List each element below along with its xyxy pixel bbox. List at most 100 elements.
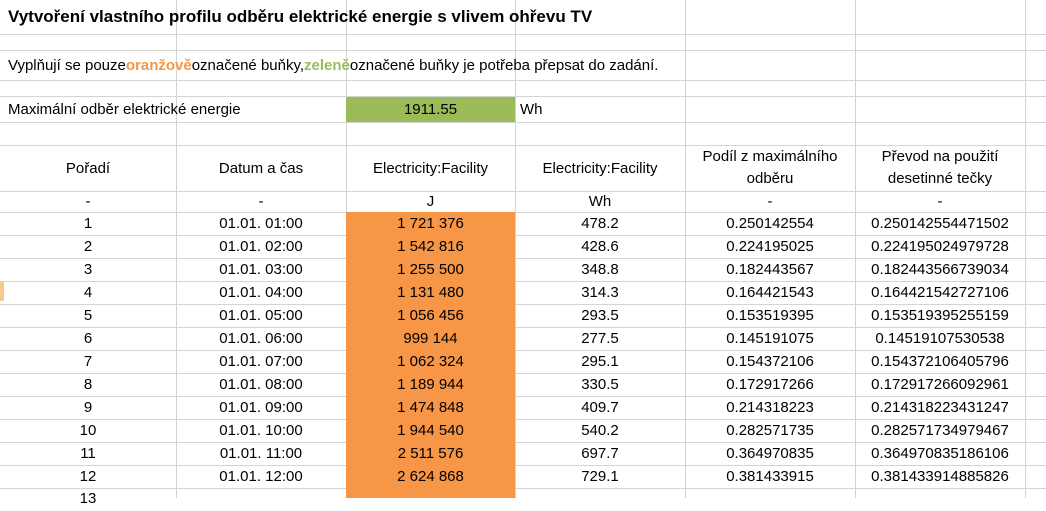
cell-poradi[interactable]: 11	[80, 445, 96, 462]
cell-electricity-wh[interactable]: 478.2	[581, 215, 619, 232]
cell-electricity-j[interactable]: 1 944 540	[397, 422, 464, 439]
cell-poradi[interactable]: 3	[83, 261, 93, 278]
cell-podil[interactable]: 0.172917266	[726, 376, 814, 393]
cell-prevod[interactable]: 0.224195024979728	[871, 238, 1009, 255]
instructions-part-1: Vyplňují se pouze	[8, 56, 126, 74]
cell-electricity-j[interactable]: 1 474 848	[397, 399, 464, 416]
unit-poradi[interactable]: -	[85, 193, 91, 210]
max-consumption-value-cell[interactable]: 1911.55	[346, 97, 515, 122]
cell-electricity-wh[interactable]: 330.5	[581, 376, 619, 393]
cell-poradi[interactable]: 10	[79, 422, 97, 439]
cell-electricity-j[interactable]: 2 624 868	[397, 468, 464, 485]
cell-datum-cas[interactable]: 01.01. 05:00	[219, 307, 303, 324]
grid-column-line	[515, 0, 516, 498]
unit-prevod[interactable]: -	[937, 193, 943, 210]
cell-prevod[interactable]: 0.154372106405796	[871, 353, 1009, 370]
cell-electricity-j[interactable]: 1 542 816	[397, 238, 464, 255]
header-podil[interactable]: Podíl z maximálního odběru	[702, 148, 838, 187]
header-prevod[interactable]: Převod na použití desetinné tečky	[881, 148, 999, 187]
max-consumption-label[interactable]: Maximální odběr elektrické energie	[8, 100, 241, 118]
cell-prevod[interactable]: 0.214318223431247	[871, 399, 1009, 416]
cell-datum-cas[interactable]: 01.01. 08:00	[219, 376, 303, 393]
grid-column-line	[685, 0, 686, 498]
cell-prevod[interactable]: 0.250142554471502	[871, 215, 1009, 232]
cell-datum-cas[interactable]: 01.01. 11:00	[219, 445, 303, 462]
cell-podil[interactable]: 0.381433915	[726, 468, 814, 485]
cell-podil[interactable]: 0.224195025	[726, 238, 814, 255]
unit-podil[interactable]: -	[767, 193, 773, 210]
cell-podil[interactable]: 0.153519395	[726, 307, 814, 324]
cell-podil[interactable]: 0.164421543	[726, 284, 814, 301]
cell-poradi[interactable]: 6	[83, 330, 93, 347]
cell-datum-cas[interactable]: 01.01. 12:00	[219, 468, 303, 485]
cell-prevod[interactable]: 0.172917266092961	[871, 376, 1009, 393]
cell-podil[interactable]: 0.364970835	[726, 445, 814, 462]
cell-datum-cas[interactable]: 01.01. 04:00	[219, 284, 303, 301]
cell-electricity-wh[interactable]: 293.5	[581, 307, 619, 324]
grid-row-line	[0, 442, 1046, 443]
header-datum-cas[interactable]: Datum a čas	[218, 159, 304, 177]
cell-electricity-j[interactable]: 1 189 944	[397, 376, 464, 393]
header-electricity-j[interactable]: Electricity:Facility	[372, 159, 488, 177]
cell-prevod[interactable]: 0.14519107530538	[875, 330, 1005, 347]
cell-electricity-j[interactable]: 999 144	[403, 330, 458, 347]
cell-electricity-j[interactable]: 1 255 500	[397, 261, 464, 278]
cell-podil[interactable]: 0.282571735	[726, 422, 814, 439]
cell-datum-cas[interactable]: 01.01. 09:00	[219, 399, 303, 416]
cell-electricity-wh[interactable]: 314.3	[581, 284, 619, 301]
unit-electricity-j[interactable]: J	[426, 193, 435, 210]
cell-prevod[interactable]: 0.182443566739034	[871, 261, 1009, 278]
cell-electricity-wh[interactable]: 348.8	[581, 261, 619, 278]
cell-prevod[interactable]: 0.282571734979467	[871, 422, 1009, 439]
cell-poradi[interactable]: 1	[83, 215, 93, 232]
cell-datum-cas[interactable]: 01.01. 03:00	[219, 261, 303, 278]
cell-electricity-j[interactable]: 1 062 324	[397, 353, 464, 370]
cell-datum-cas[interactable]: 01.01. 10:00	[219, 422, 303, 439]
partial-row-13[interactable]: 13	[79, 490, 97, 507]
cell-electricity-j[interactable]: 2 511 576	[397, 445, 464, 462]
cell-electricity-wh[interactable]: 295.1	[581, 353, 619, 370]
cell-poradi[interactable]: 8	[83, 376, 93, 393]
cell-electricity-wh[interactable]: 277.5	[581, 330, 619, 347]
cell-prevod[interactable]: 0.164421542727106	[871, 284, 1009, 301]
cell-prevod[interactable]: 0.381433914885826	[871, 468, 1009, 485]
instructions-text[interactable]: Vyplňují se pouze oranžově označené buňk…	[0, 50, 900, 80]
cell-electricity-wh[interactable]: 697.7	[581, 445, 619, 462]
cell-podil[interactable]: 0.145191075	[726, 330, 814, 347]
grid-row-line	[0, 396, 1046, 397]
cell-podil[interactable]: 0.214318223	[726, 399, 814, 416]
cell-datum-cas[interactable]: 01.01. 01:00	[219, 215, 303, 232]
cell-electricity-j[interactable]: 1 056 456	[397, 307, 464, 324]
cell-poradi[interactable]: 2	[83, 238, 93, 255]
cell-poradi[interactable]: 9	[83, 399, 93, 416]
header-electricity-wh[interactable]: Electricity:Facility	[542, 159, 658, 177]
cell-podil[interactable]: 0.250142554	[726, 215, 814, 232]
cell-datum-cas[interactable]: 01.01. 06:00	[219, 330, 303, 347]
cell-datum-cas[interactable]: 01.01. 02:00	[219, 238, 303, 255]
cell-poradi[interactable]: 7	[83, 353, 93, 370]
cell-electricity-wh[interactable]: 428.6	[581, 238, 619, 255]
cell-electricity-wh[interactable]: 540.2	[581, 422, 619, 439]
cell-poradi[interactable]: 5	[83, 307, 93, 324]
grid-row-line	[0, 373, 1046, 374]
grid-row-line	[0, 281, 1046, 282]
sheet-title[interactable]: Vytvoření vlastního profilu odběru elekt…	[8, 7, 593, 26]
cell-electricity-j[interactable]: 1 131 480	[397, 284, 464, 301]
cell-podil[interactable]: 0.182443567	[726, 261, 814, 278]
grid-row-line	[0, 212, 1046, 213]
cell-electricity-wh[interactable]: 409.7	[581, 399, 619, 416]
cell-prevod[interactable]: 0.364970835186106	[871, 445, 1009, 462]
grid-row-line	[0, 235, 1046, 236]
cell-electricity-wh[interactable]: 729.1	[581, 468, 619, 485]
header-poradi[interactable]: Pořadí	[65, 159, 111, 177]
unit-electricity-wh[interactable]: Wh	[588, 193, 612, 210]
cell-prevod[interactable]: 0.153519395255159	[871, 307, 1009, 324]
cell-datum-cas[interactable]: 01.01. 07:00	[219, 353, 303, 370]
unit-datum[interactable]: -	[258, 193, 264, 210]
cell-electricity-j[interactable]: 1 721 376	[397, 215, 464, 232]
cell-poradi[interactable]: 4	[83, 284, 93, 301]
cell-poradi[interactable]: 12	[79, 468, 97, 485]
cell-podil[interactable]: 0.154372106	[726, 353, 814, 370]
max-consumption-unit[interactable]: Wh	[520, 100, 543, 118]
